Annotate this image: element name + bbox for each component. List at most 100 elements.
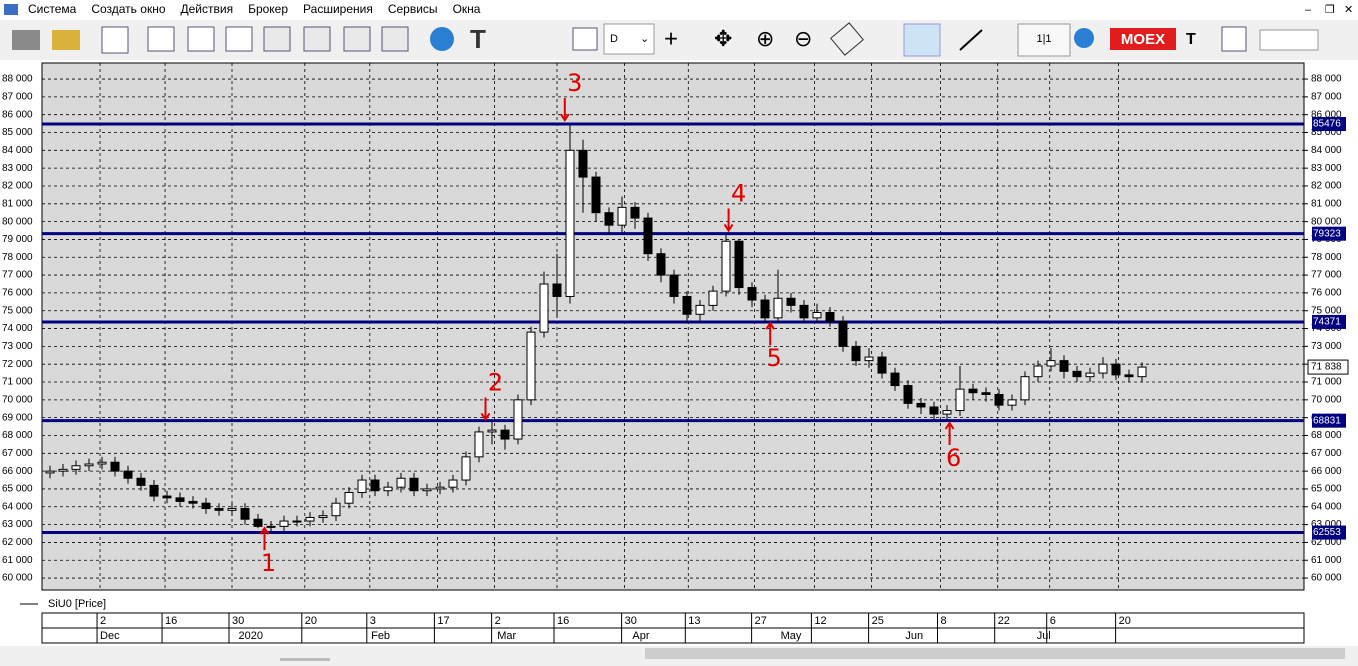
exchange[interactable]: MOEX bbox=[1121, 31, 1165, 48]
month-label: May bbox=[781, 630, 802, 642]
menu-item[interactable]: Брокер bbox=[248, 2, 288, 16]
y-tick-label: 84 000 bbox=[2, 145, 33, 156]
tool-cross[interactable]: + bbox=[664, 25, 678, 52]
tool-ruler[interactable] bbox=[830, 22, 864, 56]
candle-body bbox=[1020, 376, 1030, 401]
tool-key[interactable] bbox=[12, 30, 40, 50]
x-tick-label: 20 bbox=[1119, 615, 1131, 627]
y-tick-label: 62 000 bbox=[2, 537, 33, 548]
search-box[interactable] bbox=[1259, 29, 1319, 51]
candle-body bbox=[1033, 365, 1043, 378]
level-label-box bbox=[1312, 413, 1346, 428]
y-tick-label: 66 000 bbox=[2, 466, 33, 477]
candle-body bbox=[84, 463, 94, 467]
menu-item[interactable]: Система bbox=[28, 2, 77, 16]
level-label: 74371 bbox=[1313, 317, 1341, 328]
tool-bars[interactable] bbox=[572, 27, 598, 51]
exchange-box[interactable] bbox=[1110, 28, 1176, 50]
y-tick-label: 81 000 bbox=[2, 198, 33, 209]
level-label: 85476 bbox=[1313, 119, 1341, 130]
level-label-box bbox=[1312, 525, 1346, 540]
y2-tick-label: 68 000 bbox=[1311, 430, 1342, 441]
tool-line[interactable] bbox=[959, 29, 983, 51]
tool-copy[interactable] bbox=[381, 26, 409, 52]
x-tick-label: 20 bbox=[305, 615, 317, 627]
tool-info[interactable] bbox=[430, 27, 454, 51]
y-tick-label: 60 000 bbox=[2, 573, 33, 584]
tool-table[interactable] bbox=[225, 26, 253, 52]
candle-body bbox=[240, 508, 250, 520]
candle-body bbox=[279, 520, 289, 527]
tool-key2[interactable] bbox=[52, 30, 80, 50]
candle-body bbox=[97, 461, 107, 465]
menu-item[interactable]: Сервисы bbox=[388, 2, 438, 16]
tool-delete[interactable] bbox=[343, 26, 371, 52]
candle-body bbox=[812, 312, 822, 319]
annotation-arrow bbox=[259, 526, 270, 551]
tool-find[interactable] bbox=[1221, 26, 1247, 52]
candle-body bbox=[760, 299, 770, 319]
minimize[interactable]: – bbox=[1305, 4, 1312, 16]
plot-area bbox=[41, 62, 1305, 591]
annotation-arrow bbox=[723, 208, 734, 233]
tool-move[interactable]: ✥ bbox=[714, 26, 732, 51]
y2-tick-label: 75 000 bbox=[1311, 305, 1342, 316]
tool-chart[interactable] bbox=[147, 26, 175, 52]
tool-zoom-out[interactable]: ⊖ bbox=[794, 26, 812, 51]
interval[interactable]: D bbox=[610, 33, 618, 45]
candle-body bbox=[292, 520, 302, 523]
y2-tick-label: 76 000 bbox=[1311, 288, 1342, 299]
tool-new[interactable] bbox=[101, 26, 129, 54]
menu-item[interactable]: Окна bbox=[453, 2, 481, 16]
candle-body bbox=[396, 477, 406, 488]
y2-tick-label: 85 000 bbox=[1311, 127, 1342, 138]
menu-item[interactable]: Действия bbox=[181, 2, 234, 16]
tool-text-icon[interactable]: T bbox=[470, 24, 486, 54]
tool-hand[interactable] bbox=[903, 23, 941, 57]
x-tick-label: 22 bbox=[998, 615, 1010, 627]
tool-help[interactable] bbox=[1074, 28, 1094, 48]
annotation: 1 bbox=[261, 549, 276, 577]
candle-body bbox=[461, 456, 471, 481]
candle-body bbox=[721, 240, 731, 292]
candle-body bbox=[773, 297, 783, 319]
y2-tick-label: 63 000 bbox=[1311, 519, 1342, 530]
annotation-arrow bbox=[944, 421, 955, 446]
tool-zoom-in[interactable]: ⊕ bbox=[756, 26, 774, 51]
menu-item[interactable]: Расширения bbox=[303, 2, 373, 16]
interval-box[interactable] bbox=[603, 23, 655, 55]
dropdown[interactable]: ⌄ bbox=[640, 33, 649, 45]
y2-tick-label: 83 000 bbox=[1311, 163, 1342, 174]
restore[interactable]: ❐ bbox=[1325, 4, 1335, 16]
y-tick-label: 71 000 bbox=[2, 377, 33, 388]
y2-tick-label: 62 000 bbox=[1311, 537, 1342, 548]
y-tick-label: 70 000 bbox=[2, 394, 33, 405]
close[interactable]: ✕ bbox=[1344, 4, 1353, 16]
tail[interactable]: T bbox=[1186, 31, 1196, 48]
menu-item[interactable]: Создать окно bbox=[91, 2, 165, 16]
x-tick-label: 13 bbox=[688, 615, 700, 627]
candle-body bbox=[422, 488, 432, 492]
candle-body bbox=[123, 470, 133, 479]
x-tick-label: 2 bbox=[100, 615, 106, 627]
x-tick-label: 6 bbox=[1050, 615, 1056, 627]
tab-strip bbox=[280, 658, 330, 661]
tool-search[interactable] bbox=[303, 26, 331, 52]
scroll-thumb[interactable] bbox=[645, 648, 1345, 659]
legend: SiU0 [Price] bbox=[48, 598, 106, 610]
tool-scatter[interactable] bbox=[187, 26, 215, 52]
tool-deal[interactable] bbox=[263, 26, 291, 52]
y-tick-label: 73 000 bbox=[2, 341, 33, 352]
month-label: 2020 bbox=[239, 630, 263, 642]
candle-body bbox=[851, 345, 861, 362]
y-tick-label: 76 000 bbox=[2, 288, 33, 299]
window-count-box[interactable] bbox=[1017, 23, 1071, 57]
y-tick-label: 74 000 bbox=[2, 323, 33, 334]
month-label: Mar bbox=[497, 630, 516, 642]
candle-body bbox=[786, 297, 796, 306]
y2-tick-label: 65 000 bbox=[1311, 484, 1342, 495]
candle-body bbox=[838, 320, 848, 347]
candle-body bbox=[630, 206, 640, 219]
candle-body bbox=[1137, 366, 1147, 378]
window-count[interactable]: 1|1 bbox=[1036, 33, 1051, 45]
